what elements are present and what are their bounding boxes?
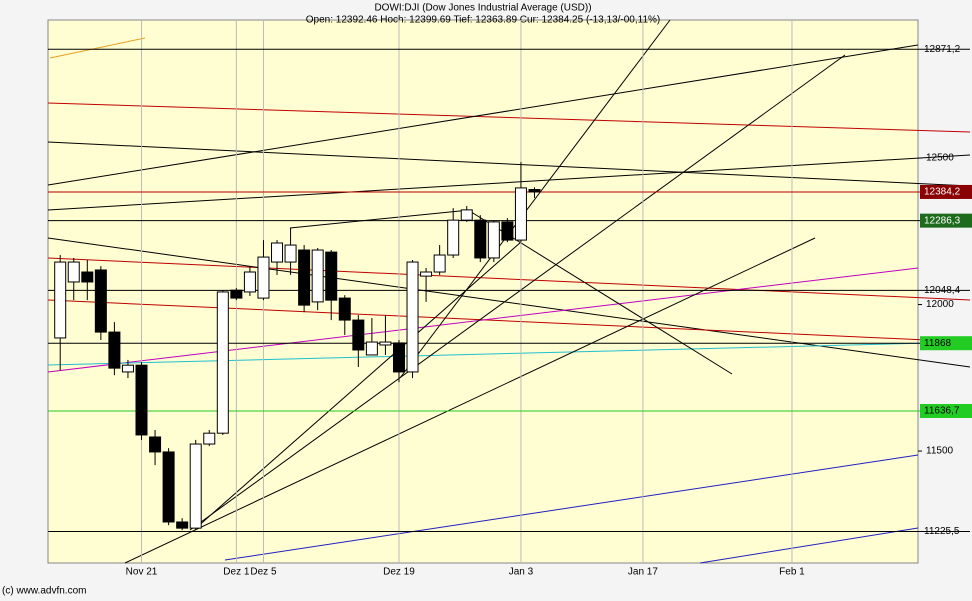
level-label: 12048,4 — [924, 285, 961, 296]
candle-body — [298, 249, 311, 306]
trend-line — [49, 37, 146, 59]
trend-line — [189, 54, 846, 531]
level-box — [920, 213, 972, 228]
candle-body — [108, 331, 121, 369]
candle-body — [203, 432, 216, 445]
level-label: 12384,2 — [924, 187, 961, 198]
level-label: 11225,5 — [924, 526, 960, 537]
x-tick-label: Jan 3 — [509, 567, 534, 578]
candle-body — [420, 271, 433, 277]
x-tick-label: Nov 21 — [126, 567, 158, 578]
candle-body — [487, 221, 500, 259]
y-tick-label: 12500 — [926, 153, 954, 164]
x-tick-label: Jan 17 — [628, 567, 658, 578]
candle-body — [365, 341, 378, 356]
candle-body — [257, 256, 270, 299]
candle-body — [338, 297, 351, 321]
candle-body — [243, 271, 256, 293]
candle-body — [189, 443, 202, 529]
candle-body — [149, 436, 162, 453]
candle-body — [433, 254, 446, 273]
candle-body — [271, 242, 284, 263]
trend-line — [47, 154, 971, 211]
trend-line — [124, 237, 816, 564]
level-label: 11636,7 — [924, 406, 960, 417]
trend-line — [47, 44, 919, 186]
candle-body — [528, 189, 541, 193]
x-tick-label: Dez 19 — [383, 567, 415, 578]
x-tick-label: Dez 1 — [223, 567, 250, 578]
x-tick-label: Dez 5 — [250, 567, 277, 578]
candle-body — [121, 364, 134, 373]
level-box — [920, 336, 972, 351]
trend-line — [47, 341, 971, 366]
trend-line — [289, 209, 471, 229]
trend-line — [47, 102, 971, 133]
candle-body — [54, 261, 67, 339]
x-tick-label: Feb 1 — [779, 567, 805, 578]
candle-body — [460, 209, 473, 221]
trend-line — [47, 299, 971, 343]
footer: (c) www.advfn.com — [2, 586, 86, 597]
level-label: 12871,2 — [924, 44, 961, 55]
chart-subtitle: Open: 12392.46 Hoch: 12399.69 Tief: 1236… — [306, 15, 661, 26]
candle-body — [67, 261, 80, 283]
candle-body — [352, 319, 365, 351]
candle-body — [162, 451, 175, 523]
level-box — [920, 404, 972, 419]
candle-body — [216, 291, 229, 434]
candle-body — [379, 341, 392, 346]
candle-body — [406, 261, 419, 373]
trend-line — [47, 267, 919, 373]
candle-body — [514, 187, 527, 241]
candle-body — [501, 221, 514, 241]
candle-body — [94, 269, 107, 333]
candle-body — [230, 289, 243, 299]
candle-body — [474, 219, 487, 259]
candle-body — [135, 364, 148, 436]
level-box — [920, 184, 972, 199]
candle-body — [392, 342, 405, 373]
candle-body — [284, 244, 297, 263]
candle-body — [176, 521, 189, 529]
trend-line — [47, 141, 971, 187]
trend-line — [195, 241, 522, 529]
trend-line — [47, 257, 971, 301]
candle-body — [325, 251, 338, 301]
level-label: 12286,3 — [924, 215, 961, 226]
trend-line — [224, 454, 919, 561]
y-tick-label: 11500 — [926, 446, 954, 457]
candle-body — [311, 249, 324, 303]
trend-line — [399, 19, 671, 379]
trend-line — [699, 527, 919, 564]
level-label: 11868 — [924, 338, 952, 349]
y-tick-label: 12000 — [926, 299, 954, 310]
chart-title: DOWI:DJI (Dow Jones Industrial Average (… — [374, 3, 591, 14]
candle-body — [81, 271, 94, 283]
candle-body — [447, 219, 460, 256]
